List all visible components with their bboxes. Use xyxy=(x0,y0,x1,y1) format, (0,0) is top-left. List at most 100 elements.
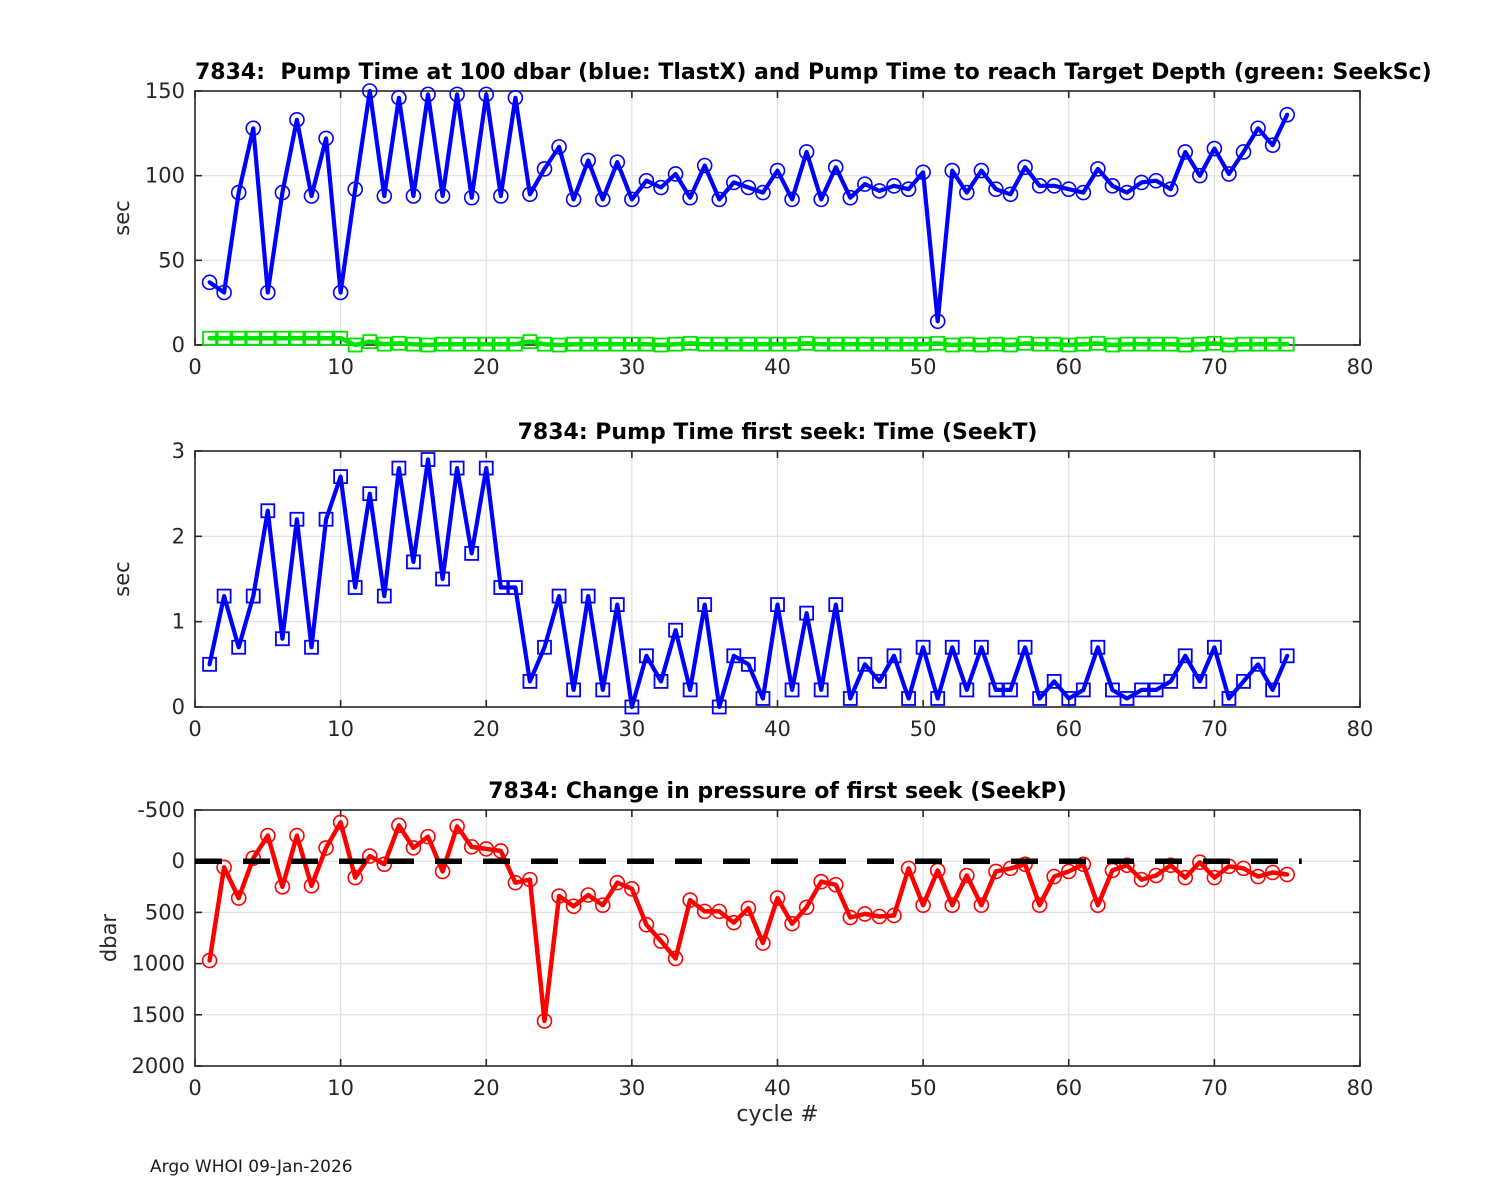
x-tick-label: 0 xyxy=(188,717,201,741)
seeksc-point xyxy=(959,336,975,352)
seeksc-point xyxy=(726,336,742,352)
seeksc-point xyxy=(406,336,421,352)
x-tick-label: 10 xyxy=(327,1076,354,1100)
seekp-point xyxy=(376,856,393,873)
seeksc-point xyxy=(435,336,450,352)
seekp-point xyxy=(1090,897,1106,914)
seeksc-point xyxy=(740,336,756,352)
seeksc-point xyxy=(682,335,698,351)
seekt-point xyxy=(828,597,844,612)
seekt-point xyxy=(1061,691,1077,706)
seekp-point xyxy=(769,890,786,906)
seeksc-point xyxy=(566,336,582,352)
seekt-point xyxy=(260,503,276,519)
x-tick-label: 20 xyxy=(473,355,500,379)
seekp-point xyxy=(463,839,480,855)
tlastx-point xyxy=(332,284,349,301)
seekt-point xyxy=(420,452,436,467)
tlastx-point xyxy=(638,172,655,189)
seeksc-point xyxy=(609,336,625,352)
tlastx-point xyxy=(391,89,407,106)
seeksc-point xyxy=(1003,337,1018,353)
tlastx-point xyxy=(740,179,757,196)
tlastx-point xyxy=(944,162,961,179)
seeksc-point xyxy=(1221,337,1237,353)
seekp-point xyxy=(1250,868,1266,885)
tlastx-point xyxy=(653,179,669,196)
seekt-point xyxy=(333,469,349,485)
seeksc-point xyxy=(639,336,654,352)
seekp-point xyxy=(303,877,320,894)
x-tick-label: 70 xyxy=(1201,1076,1228,1100)
x-tick-label: 50 xyxy=(910,1076,937,1100)
seekp-point xyxy=(682,892,698,908)
chart2-title: 7834: Pump Time first seek: Time (SeekT) xyxy=(517,420,1038,445)
seekt-point xyxy=(930,691,946,706)
y-tick-label: 1 xyxy=(172,610,185,634)
y-tick-label: 0 xyxy=(172,333,185,357)
seekp-point xyxy=(274,878,291,895)
x-tick-label: 30 xyxy=(619,717,646,741)
seekt-point xyxy=(376,588,392,604)
tlastx-point xyxy=(857,176,873,192)
y-tick-label: 500 xyxy=(145,900,185,924)
tlastx-point xyxy=(769,162,786,179)
seekt-point xyxy=(507,580,523,595)
seekp-point xyxy=(216,859,232,876)
seekp-line xyxy=(207,820,1290,1024)
seeksc-point xyxy=(973,337,989,353)
tlastx-point xyxy=(260,284,276,301)
tlastx-point xyxy=(376,188,393,204)
tlastx-point xyxy=(201,274,218,291)
tlastx-point xyxy=(493,188,509,204)
seekp-point xyxy=(522,871,538,888)
seeksc-point xyxy=(1279,336,1295,352)
seekp-point xyxy=(434,863,451,880)
tlastx-point xyxy=(1235,144,1252,160)
tlastx-point xyxy=(594,191,611,208)
y-tick-label: 2000 xyxy=(132,1054,185,1078)
tlastx-point xyxy=(1046,178,1062,194)
seekp-point xyxy=(507,874,524,891)
seekt-point xyxy=(493,580,509,595)
y-tick-label: 2 xyxy=(172,524,185,548)
x-tick-label: 50 xyxy=(910,355,937,379)
x-tick-label: 60 xyxy=(1055,717,1082,741)
tlastx-point xyxy=(361,83,378,99)
seekp-point xyxy=(798,899,815,916)
tlastx-point xyxy=(1148,172,1164,189)
seekt-point xyxy=(274,631,290,647)
seekt-point xyxy=(639,648,654,664)
seekt-point xyxy=(1177,648,1193,664)
seekt-point xyxy=(959,682,975,698)
seekt-point xyxy=(609,597,625,612)
tlastx-point xyxy=(1177,144,1194,160)
seekp-point xyxy=(900,860,917,877)
seeksc-point xyxy=(537,336,552,352)
seeksc-point xyxy=(202,330,217,346)
seeksc-point xyxy=(944,337,960,353)
tlastx-point xyxy=(405,188,422,204)
seekp-point xyxy=(318,840,334,856)
tlastx-point xyxy=(988,181,1004,198)
seekp-point xyxy=(245,850,262,866)
x-tick-label: 70 xyxy=(1201,355,1228,379)
tlastx-point xyxy=(318,130,334,147)
seekt-point xyxy=(682,682,698,698)
tlastx-point xyxy=(929,313,946,330)
seeksc-point xyxy=(304,330,319,346)
seeksc-point xyxy=(478,336,494,352)
seeksc-point xyxy=(464,336,480,352)
seekp-point xyxy=(988,863,1004,880)
seeksc-point xyxy=(551,337,567,353)
seeksc-point xyxy=(420,337,436,353)
tlastx-point xyxy=(1002,186,1019,203)
seeksc-point xyxy=(274,330,290,346)
tlastx-point xyxy=(696,157,713,174)
seekt-point xyxy=(886,648,902,664)
tlastx-point xyxy=(900,181,917,198)
tlastx-point xyxy=(420,86,436,103)
tlastx-point xyxy=(609,154,626,170)
